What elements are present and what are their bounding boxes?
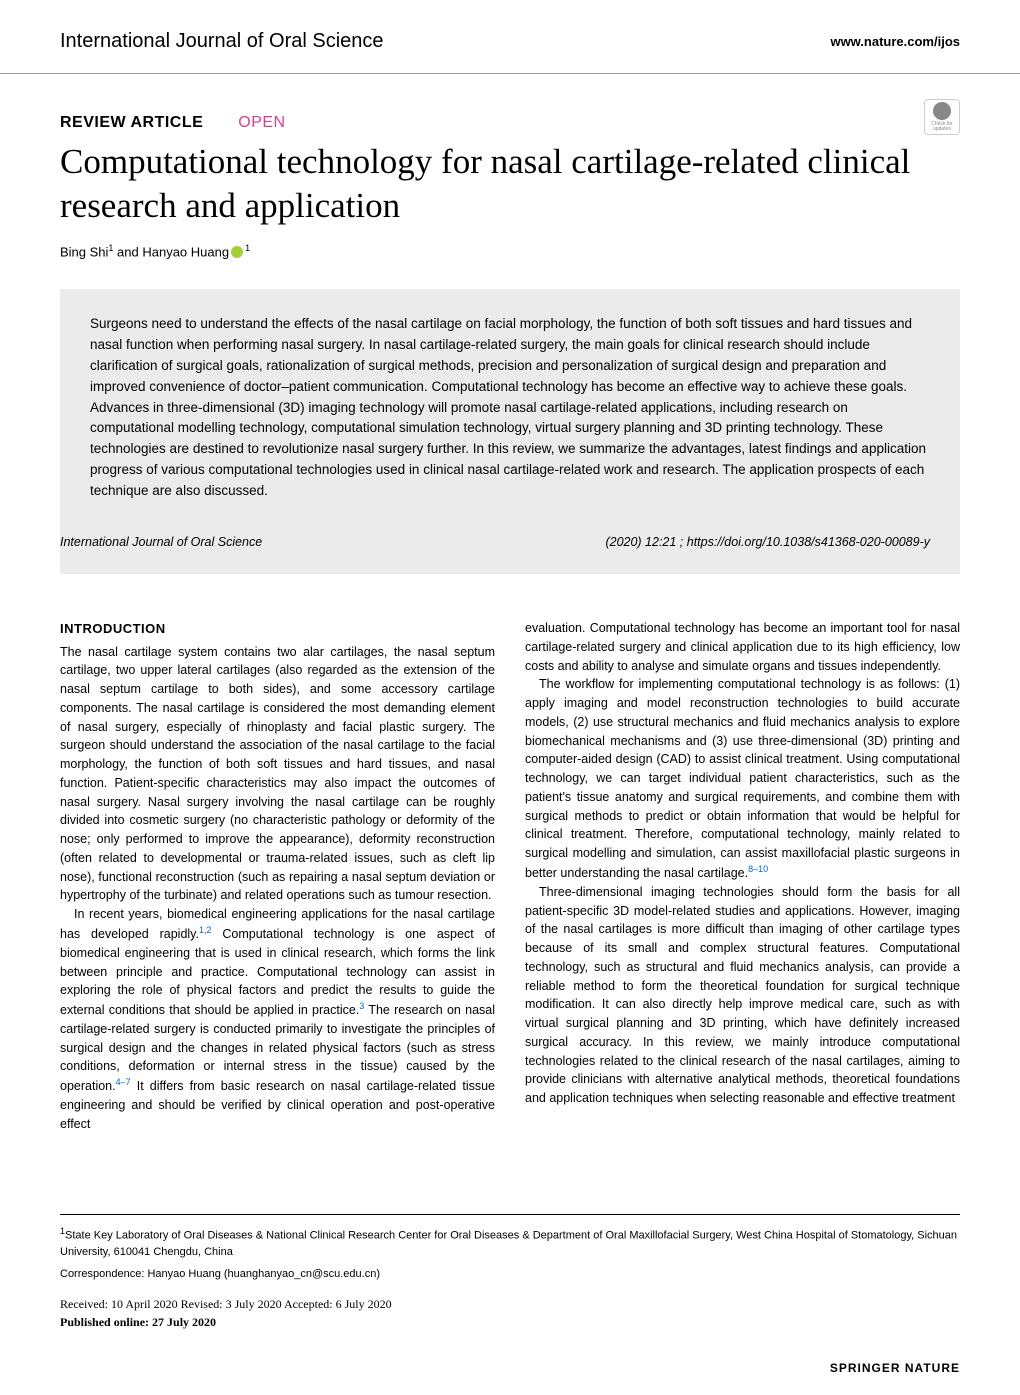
- col2-para-3: Three-dimensional imaging technologies s…: [525, 883, 960, 1108]
- article-type-label: REVIEW ARTICLE OPEN: [60, 114, 960, 132]
- affiliation-text: State Key Laboratory of Oral Diseases & …: [60, 1229, 957, 1258]
- journal-name: International Journal of Oral Science: [60, 30, 384, 53]
- open-access-label: OPEN: [238, 114, 285, 131]
- check-updates-icon: [933, 102, 951, 120]
- intro-para-1: The nasal cartilage system contains two …: [60, 643, 495, 906]
- website-url[interactable]: www.nature.com/ijos: [830, 34, 960, 49]
- abstract-box: Surgeons need to understand the effects …: [60, 289, 960, 527]
- correspondence-line: Correspondence: Hanyao Huang (huanghanya…: [60, 1266, 960, 1283]
- article-type-text: REVIEW ARTICLE: [60, 114, 203, 131]
- author-1: Bing Shi: [60, 244, 108, 259]
- main-content: Check forupdates REVIEW ARTICLE OPEN Com…: [0, 74, 1020, 1174]
- ref-link-4-7[interactable]: 4–7: [116, 1077, 131, 1087]
- ref-link-1-2[interactable]: 1,2: [199, 925, 212, 935]
- ref-link-8-10[interactable]: 8–10: [748, 864, 768, 874]
- page-footer: 1State Key Laboratory of Oral Diseases &…: [60, 1214, 960, 1331]
- introduction-heading: INTRODUCTION: [60, 619, 495, 639]
- page-header: International Journal of Oral Science ww…: [0, 0, 1020, 74]
- authors-line: Bing Shi1 and Hanyao Huang1: [60, 243, 960, 259]
- col2-para-2: The workflow for implementing computatio…: [525, 675, 960, 882]
- citation-doi[interactable]: (2020) 12:21 ; https://doi.org/10.1038/s…: [605, 535, 930, 549]
- orcid-icon[interactable]: [231, 246, 243, 258]
- citation-journal: International Journal of Oral Science: [60, 535, 605, 549]
- col2-para-1: evaluation. Computational technology has…: [525, 619, 960, 675]
- publisher-label: SPRINGER NATURE: [0, 1331, 1020, 1395]
- published-line: Published online: 27 July 2020: [60, 1313, 960, 1331]
- body-columns: INTRODUCTION The nasal cartilage system …: [60, 619, 960, 1133]
- abstract-text: Surgeons need to understand the effects …: [90, 314, 930, 502]
- intro-para-2: In recent years, biomedical engineering …: [60, 905, 495, 1133]
- affiliation-line: 1State Key Laboratory of Oral Diseases &…: [60, 1225, 960, 1261]
- dates-line: Received: 10 April 2020 Revised: 3 July …: [60, 1295, 960, 1313]
- left-column: INTRODUCTION The nasal cartilage system …: [60, 619, 495, 1133]
- abstract-section: Surgeons need to understand the effects …: [60, 289, 960, 574]
- right-column: evaluation. Computational technology has…: [525, 619, 960, 1133]
- author-2: and Hanyao Huang: [113, 244, 229, 259]
- citation-line: International Journal of Oral Science (2…: [60, 535, 960, 564]
- article-title: Computational technology for nasal carti…: [60, 140, 960, 228]
- check-updates-text: Check forupdates: [931, 122, 952, 132]
- check-updates-badge[interactable]: Check forupdates: [924, 99, 960, 135]
- author-2-affil-sup: 1: [245, 243, 250, 253]
